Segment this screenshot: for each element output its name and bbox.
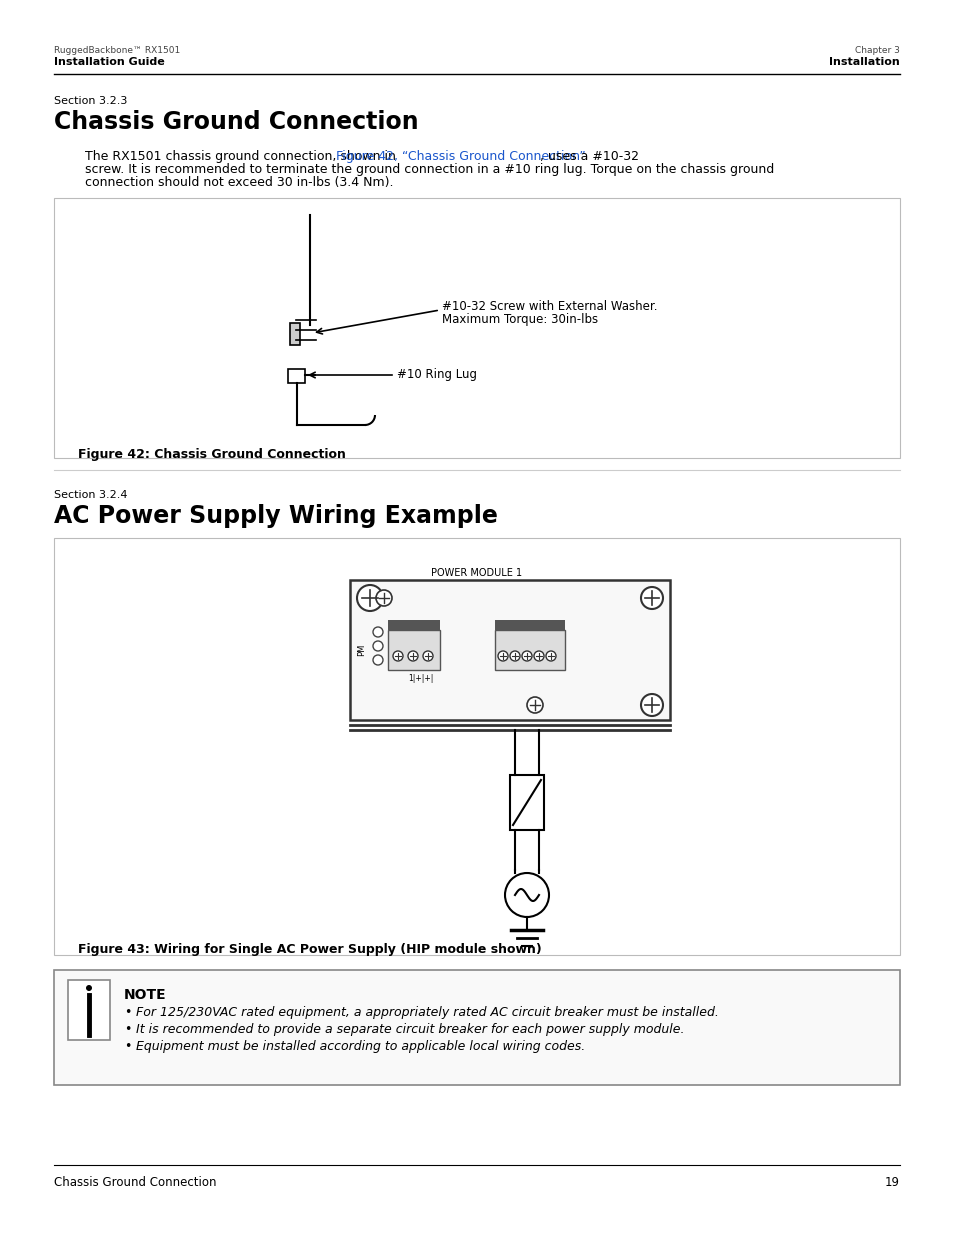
Circle shape <box>534 651 543 661</box>
Bar <box>350 580 669 720</box>
Bar <box>54 969 899 1086</box>
Text: The RX1501 chassis ground connection, shown in Figure 42, “Chassis Ground Connec: The RX1501 chassis ground connection, sh… <box>85 149 748 163</box>
Text: AC Power Supply Wiring Example: AC Power Supply Wiring Example <box>54 504 497 529</box>
Circle shape <box>526 697 542 713</box>
Text: screw. It is recommended to terminate the ground connection in a #10 ring lug. T: screw. It is recommended to terminate th… <box>85 163 774 177</box>
Text: Figure 42: Chassis Ground Connection: Figure 42: Chassis Ground Connection <box>78 448 346 461</box>
Text: The RX1501 chassis ground connection, shown in: The RX1501 chassis ground connection, sh… <box>85 149 399 163</box>
Text: It is recommended to provide a separate circuit breaker for each power supply mo: It is recommended to provide a separate … <box>136 1023 684 1036</box>
Text: Installation: Installation <box>828 57 899 67</box>
Bar <box>54 538 899 955</box>
Circle shape <box>640 694 662 716</box>
Text: , uses a #10-32: , uses a #10-32 <box>539 149 639 163</box>
Text: •: • <box>124 1007 132 1019</box>
Bar <box>495 630 564 671</box>
Bar <box>510 776 543 830</box>
Text: Chassis Ground Connection: Chassis Ground Connection <box>54 1176 216 1189</box>
Text: #10 Ring Lug: #10 Ring Lug <box>396 368 476 382</box>
Bar <box>388 620 439 630</box>
Text: Section 3.2.3: Section 3.2.3 <box>54 96 128 106</box>
Circle shape <box>356 585 382 611</box>
Text: •: • <box>124 1023 132 1036</box>
Text: NOTE: NOTE <box>124 988 167 1002</box>
Text: PM: PM <box>357 643 366 656</box>
Bar <box>495 620 564 630</box>
Bar <box>288 369 305 383</box>
Bar <box>54 198 899 458</box>
Text: Equipment must be installed according to applicable local wiring codes.: Equipment must be installed according to… <box>136 1040 584 1053</box>
Text: 1|+|+|: 1|+|+| <box>408 674 433 683</box>
Circle shape <box>640 587 662 609</box>
Text: POWER MODULE 1: POWER MODULE 1 <box>431 568 522 578</box>
Circle shape <box>422 651 433 661</box>
Text: #10-32 Screw with External Washer.: #10-32 Screw with External Washer. <box>441 300 657 312</box>
Circle shape <box>504 873 548 918</box>
Text: Chapter 3: Chapter 3 <box>854 46 899 56</box>
Circle shape <box>373 627 382 637</box>
Bar <box>290 324 299 345</box>
Text: Installation Guide: Installation Guide <box>54 57 165 67</box>
Circle shape <box>373 655 382 664</box>
Bar <box>388 630 439 671</box>
Circle shape <box>393 651 402 661</box>
Text: Chassis Ground Connection: Chassis Ground Connection <box>54 110 418 135</box>
Circle shape <box>510 651 519 661</box>
Circle shape <box>521 651 532 661</box>
Circle shape <box>408 651 417 661</box>
Text: RuggedBackbone™ RX1501: RuggedBackbone™ RX1501 <box>54 46 180 56</box>
Circle shape <box>497 651 507 661</box>
Text: Maximum Torque: 30in-lbs: Maximum Torque: 30in-lbs <box>441 312 598 326</box>
Circle shape <box>86 986 91 990</box>
Text: •: • <box>124 1040 132 1053</box>
Circle shape <box>545 651 556 661</box>
Text: For 125/230VAC rated equipment, a appropriately rated AC circuit breaker must be: For 125/230VAC rated equipment, a approp… <box>136 1007 719 1019</box>
Bar <box>68 981 110 1040</box>
Text: 19: 19 <box>884 1176 899 1189</box>
Circle shape <box>373 641 382 651</box>
Circle shape <box>375 590 392 606</box>
Text: Figure 42, “Chassis Ground Connection”: Figure 42, “Chassis Ground Connection” <box>336 149 585 163</box>
Text: Figure 43: Wiring for Single AC Power Supply (HIP module shown): Figure 43: Wiring for Single AC Power Su… <box>78 944 541 956</box>
Text: connection should not exceed 30 in-lbs (3.4 Nm).: connection should not exceed 30 in-lbs (… <box>85 177 393 189</box>
Text: Section 3.2.4: Section 3.2.4 <box>54 490 128 500</box>
